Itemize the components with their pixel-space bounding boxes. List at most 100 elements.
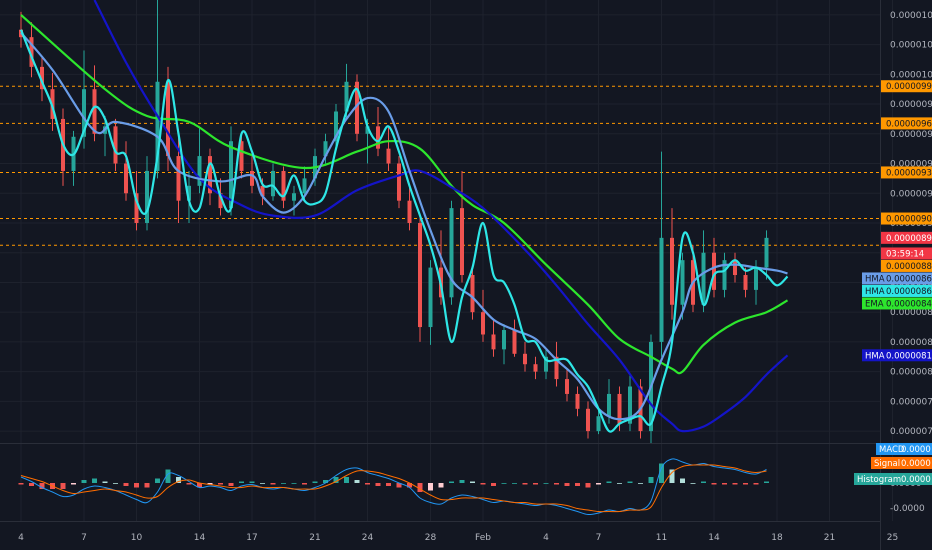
candle	[449, 200, 454, 305]
price-tick: 0.00000840	[890, 308, 932, 318]
time-tick: 4	[543, 533, 549, 543]
histogram-bar	[711, 483, 717, 485]
histogram-bar	[617, 483, 622, 484]
candle	[40, 56, 44, 102]
badge-box	[862, 272, 932, 285]
time-tick: 17	[246, 533, 257, 543]
candle	[281, 166, 286, 209]
time-tick: 21	[309, 533, 320, 543]
histogram-bar	[491, 483, 496, 486]
candle	[491, 319, 496, 357]
time-tick: 21	[824, 533, 835, 543]
candle	[764, 230, 769, 280]
candle-body	[197, 156, 202, 186]
histogram-bar	[596, 483, 601, 485]
legend-value: 0.0000	[901, 475, 931, 485]
candle-body	[155, 81, 160, 171]
candle-body	[565, 379, 569, 394]
candle	[208, 148, 212, 206]
indicator-name: HMA	[865, 274, 885, 284]
histogram-bar	[701, 481, 706, 483]
macd-legend-item: Signal 0.0000	[871, 457, 932, 469]
candle-body	[764, 237, 769, 268]
badge-box	[881, 80, 932, 93]
histogram-bar	[396, 483, 402, 488]
candle-body	[292, 193, 296, 201]
histogram-bar	[764, 481, 769, 483]
histogram-bar	[627, 481, 633, 483]
price-tick: 0.00000920	[890, 189, 932, 199]
histogram-bar	[743, 483, 748, 485]
candle-body	[407, 200, 412, 223]
candle-body	[575, 393, 580, 409]
histogram-bar	[113, 483, 118, 484]
candle-body	[397, 163, 401, 201]
histogram-bar	[186, 483, 192, 485]
candle	[334, 104, 338, 149]
candle-body	[302, 178, 307, 194]
candle	[680, 252, 685, 320]
candle	[355, 74, 359, 142]
candle	[586, 401, 590, 439]
histogram-bar	[533, 483, 538, 485]
histogram-bar	[60, 483, 66, 489]
candle-body	[323, 141, 328, 157]
candle-body	[481, 312, 485, 335]
time-tick: Feb	[475, 533, 491, 543]
candle	[722, 252, 727, 298]
histogram-bar	[302, 483, 307, 485]
candle-body	[512, 330, 517, 354]
candle	[460, 170, 464, 283]
legend-name: Histogram	[857, 475, 901, 485]
histogram-bar	[753, 483, 759, 485]
candle-body	[607, 393, 611, 417]
legend-box	[854, 473, 932, 485]
hma-line-fast	[19, 29, 789, 433]
candle-body	[418, 222, 422, 328]
candle	[575, 386, 580, 417]
histogram-bar	[144, 483, 150, 488]
indicator-name: HMA	[865, 351, 885, 361]
candle	[659, 151, 664, 357]
histogram-bar	[270, 483, 276, 485]
candle-body	[628, 386, 632, 424]
histogram-bar	[375, 483, 381, 486]
indicator-name: EMA	[865, 299, 884, 309]
candle-body	[40, 66, 44, 90]
candle	[502, 324, 506, 365]
badge-label: 0.00000992	[886, 82, 932, 92]
candle-body	[554, 356, 559, 380]
level-price-badge: 0.00000934	[881, 166, 932, 179]
price-badges: 0.00000992 0.00000967 0.00000934 0.00000903…	[862, 80, 932, 362]
candle	[155, 0, 160, 179]
candle	[470, 267, 475, 320]
candle-body	[743, 275, 748, 290]
histogram-bar	[134, 483, 139, 488]
badge-label: 0.00000967	[886, 119, 932, 129]
time-axis[interactable]: 4 7 10 14 17 21 24 28 Feb 4 7 11 14 18 21 25	[18, 533, 898, 543]
histogram-bar	[501, 483, 507, 484]
histogram-bar	[722, 483, 727, 485]
candle-body	[365, 126, 370, 134]
candle-body	[722, 260, 727, 290]
time-tick: 25	[887, 533, 898, 543]
price-tick: 0.00001040	[890, 11, 932, 21]
time-tick: 10	[131, 533, 143, 543]
candle-body	[596, 416, 601, 432]
badge-label: 0.00000934	[886, 168, 932, 178]
candle	[628, 374, 632, 432]
candle-body	[502, 330, 506, 350]
candle	[701, 230, 706, 313]
price-tick: 0.00000820	[890, 338, 932, 348]
histogram-bar	[543, 483, 549, 484]
histogram-bar	[81, 480, 87, 483]
badge-label: 0.00000885	[886, 262, 932, 272]
candle	[428, 260, 433, 345]
histogram-bar	[648, 477, 654, 483]
indicator-name: HMA	[865, 287, 885, 297]
time-tick: 7	[596, 533, 602, 543]
